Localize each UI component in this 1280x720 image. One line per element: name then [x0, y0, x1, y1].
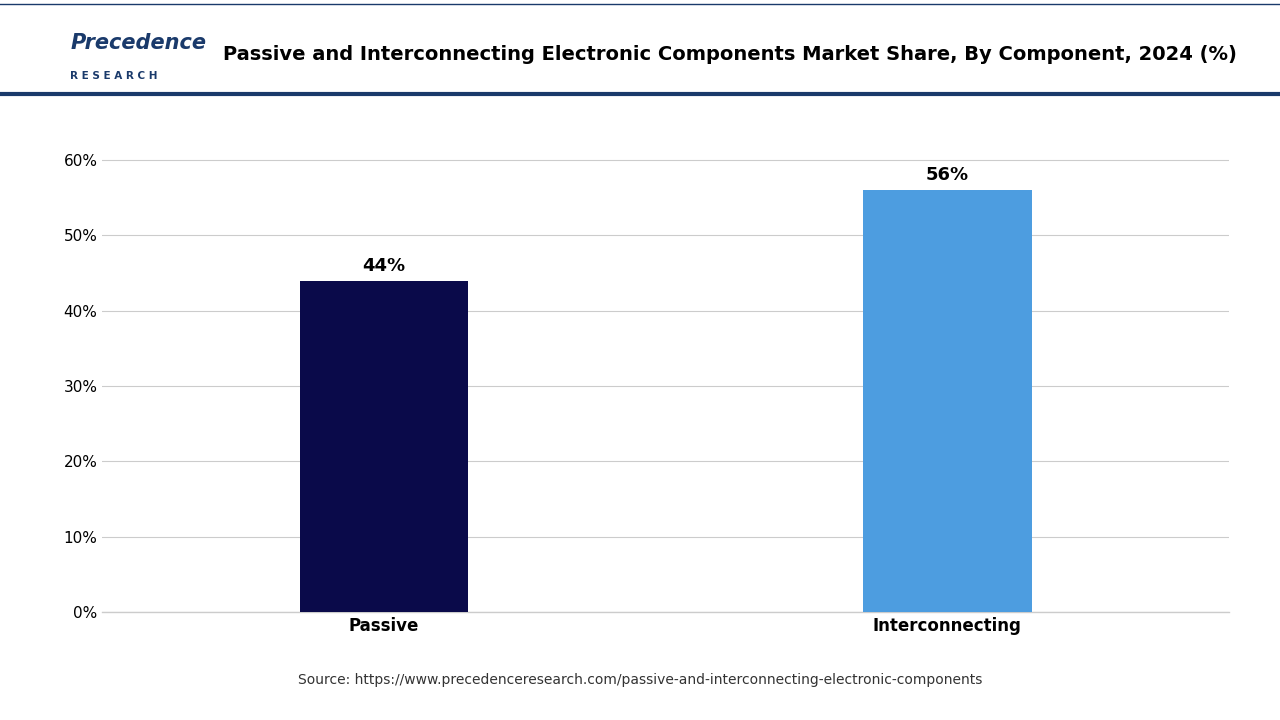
Text: 56%: 56%: [925, 166, 969, 184]
Text: R E S E A R C H: R E S E A R C H: [70, 71, 157, 81]
Text: Source: https://www.precedenceresearch.com/passive-and-interconnecting-electroni: Source: https://www.precedenceresearch.c…: [298, 673, 982, 688]
Text: Precedence: Precedence: [70, 33, 206, 53]
Bar: [863, 190, 1032, 612]
Bar: [300, 281, 468, 612]
Text: Passive and Interconnecting Electronic Components Market Share, By Component, 20: Passive and Interconnecting Electronic C…: [223, 45, 1236, 63]
Text: 44%: 44%: [362, 256, 406, 274]
